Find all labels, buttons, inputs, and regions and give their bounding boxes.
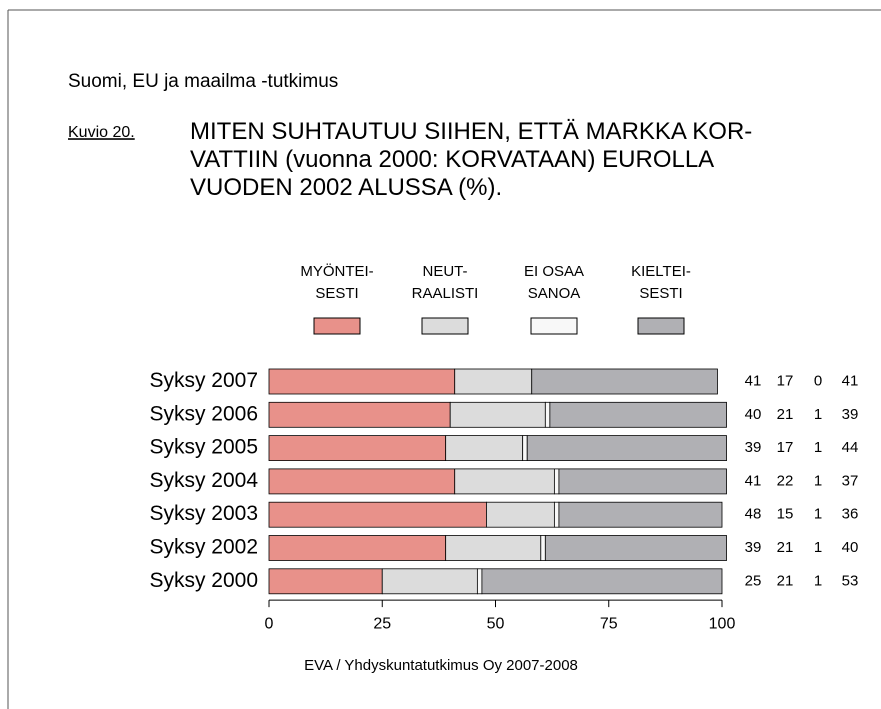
value-label: 1	[814, 439, 822, 456]
value-label: 37	[842, 472, 859, 489]
bar-segment	[268, 368, 456, 395]
bar-segment	[268, 468, 456, 495]
value-label: 17	[777, 372, 794, 389]
y-tick-label: Syksy 2005	[149, 436, 258, 459]
bar-segment	[481, 568, 723, 595]
x-tick-label: 50	[487, 615, 505, 632]
bar-segment	[558, 501, 723, 528]
value-label: 53	[842, 572, 859, 589]
bar-segment	[268, 568, 383, 595]
bar-segment	[549, 401, 727, 428]
y-tick-label: Syksy 2002	[149, 536, 258, 559]
value-label: 40	[745, 406, 762, 423]
bar-segment	[544, 535, 727, 561]
bar-segment	[381, 568, 478, 595]
value-label: 22	[777, 472, 794, 489]
y-tick-label: Syksy 2006	[149, 402, 258, 425]
value-label: 1	[814, 506, 822, 523]
value-label: 1	[814, 472, 822, 489]
y-tick-label: Syksy 2007	[149, 369, 258, 392]
bar-segment	[540, 535, 546, 561]
bar-segment	[268, 401, 451, 428]
bar-segment	[268, 501, 487, 528]
y-tick-label: Syksy 2003	[149, 502, 258, 525]
bar-segment	[445, 535, 542, 561]
legend-label: NEUT-RAALISTI	[412, 263, 479, 302]
value-label: 41	[745, 372, 762, 389]
bar-segment	[454, 468, 555, 495]
bar-segment	[445, 435, 524, 462]
value-label: 21	[777, 572, 794, 589]
value-label: 15	[777, 506, 794, 523]
bar-segment	[558, 468, 727, 495]
value-label: 0	[814, 372, 822, 389]
bar-segment	[449, 401, 546, 428]
legend-swatch	[637, 317, 685, 335]
legend-swatch	[313, 317, 361, 335]
x-tick-label: 100	[709, 615, 736, 632]
value-label: 1	[814, 572, 822, 589]
figure-label: Kuvio 20.	[68, 124, 135, 141]
value-label: 39	[745, 439, 762, 456]
bar-segment	[268, 435, 447, 462]
x-tick-label: 25	[373, 615, 391, 632]
value-label: 40	[842, 539, 859, 556]
source: EVA / Yhdyskuntatutkimus Oy 2007-2008	[304, 657, 578, 674]
value-label: 36	[842, 506, 859, 523]
legend-swatch	[530, 317, 578, 335]
value-label: 39	[745, 539, 762, 556]
bar-segment	[268, 535, 447, 561]
bar-segment	[522, 435, 528, 462]
value-label: 17	[777, 439, 794, 456]
value-label: 25	[745, 572, 762, 589]
header: Suomi, EU ja maailma -tutkimus	[68, 71, 338, 92]
bar-segment	[544, 401, 551, 428]
value-label: 48	[745, 506, 762, 523]
bar-segment	[454, 368, 533, 395]
legend-label: KIELTEI-SESTI	[631, 263, 691, 302]
value-label: 41	[745, 472, 762, 489]
value-label: 44	[842, 439, 859, 456]
value-label: 1	[814, 406, 822, 423]
legend-label: MYÖNTEI-SESTI	[300, 262, 373, 302]
value-label: 21	[777, 539, 794, 556]
legend-swatch	[421, 317, 469, 335]
bar-segment	[486, 501, 555, 528]
bar-segment	[553, 501, 560, 528]
y-tick-label: Syksy 2000	[149, 569, 258, 592]
bar-segment	[526, 435, 727, 462]
bar-segment	[476, 568, 483, 595]
x-tick-label: 75	[600, 615, 618, 632]
value-label: 1	[814, 539, 822, 556]
value-label: 41	[842, 372, 859, 389]
value-label: 39	[842, 406, 859, 423]
chart-title: MITEN SUHTAUTUU SIIHEN, ETTÄ MARKKA KOR-…	[190, 118, 752, 201]
legend-label: EI OSAA SANOA	[524, 263, 584, 302]
bar-segment	[553, 468, 560, 495]
y-tick-label: Syksy 2004	[149, 469, 258, 492]
bar-segment	[531, 368, 718, 395]
x-tick-label: 0	[265, 615, 274, 632]
value-label: 21	[777, 406, 794, 423]
